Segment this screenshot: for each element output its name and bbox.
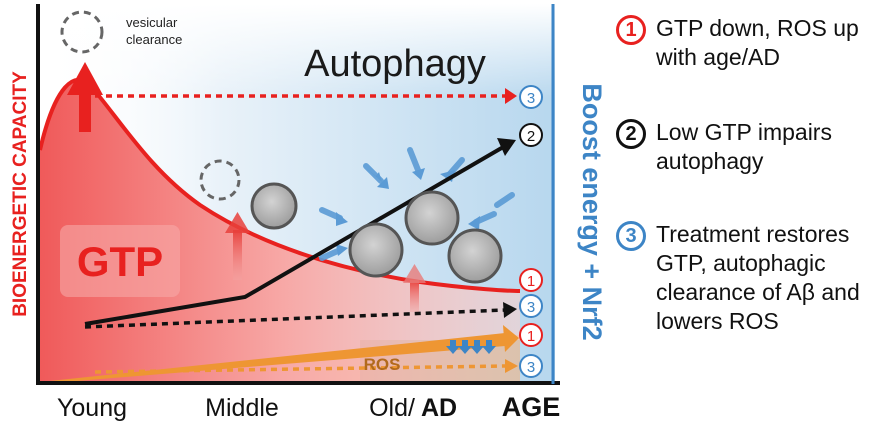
ros-label: ROS (364, 355, 401, 374)
lowered-ros-arrowhead (505, 359, 518, 373)
vesicle-icon (447, 228, 503, 284)
legend-item-1: 1 GTP down, ROS up with age/AD (616, 14, 876, 72)
vesicle-icon (404, 190, 460, 246)
x-tick-old: Old/ (369, 394, 415, 422)
bioenergetics-diagram: GTP vesicular clearance Autophagy (10, 4, 607, 422)
vesicle-icon (250, 182, 298, 230)
restored-autophagy-arrowhead (503, 302, 517, 318)
vesicle-dashed-icon (199, 159, 241, 201)
x-tick-ad: AD (421, 394, 457, 422)
y-axis-label: BIOENERGETIC CAPACITY (10, 71, 31, 317)
svg-text:3: 3 (527, 299, 535, 316)
middle-up-arrow-head (225, 212, 250, 233)
autophagy-arrowhead (497, 138, 516, 156)
legend-badge-1: 1 (616, 15, 646, 45)
svg-text:1: 1 (527, 273, 535, 290)
svg-text:3: 3 (527, 359, 535, 376)
marker-mid-3: 3 (519, 294, 543, 318)
vesicle-cleared-icon (60, 10, 104, 54)
right-axis-label: Boost energy + Nrf2 (577, 83, 607, 340)
x-axis-label: AGE (502, 392, 561, 422)
marker-top-3: 3 (519, 85, 543, 109)
restored-gtp-arrowhead (505, 88, 517, 104)
lowered-ros-line (94, 364, 506, 374)
marker-red-1: 1 (519, 268, 543, 292)
svg-text:1: 1 (527, 328, 535, 345)
blue-arrow-heads (336, 168, 480, 256)
marker-orange-1: 1 (519, 323, 543, 347)
vesicle-icon (348, 222, 404, 278)
marker-black-2: 2 (519, 123, 543, 147)
legend-text-2: Low GTP impairs autophagy (656, 119, 832, 174)
old-up-arrow-shaft (410, 280, 419, 312)
legend-text-3: Treatment restores GTP, autophagic clear… (656, 221, 860, 334)
vesicular-clearance-line1: vesicular (126, 15, 178, 30)
vesicular-clearance-line2: clearance (126, 32, 182, 47)
marker-bottom-3: 3 (519, 354, 543, 378)
x-tick-middle: Middle (205, 394, 279, 422)
gtp-label-box (60, 225, 180, 297)
legend-badge-2: 2 (616, 119, 646, 149)
gtp-area (40, 79, 520, 383)
svg-text:3: 3 (527, 90, 535, 107)
legend: 1 GTP down, ROS up with age/AD 2 Low GTP… (610, 0, 877, 424)
autophagy-title: Autophagy (304, 43, 486, 85)
legend-badge-3: 3 (616, 221, 646, 251)
ros-arrow-band (40, 333, 505, 384)
svg-text:2: 2 (527, 128, 535, 145)
old-up-arrow-head (403, 264, 426, 283)
gtp-label: GTP (77, 238, 163, 285)
legend-item-2: 2 Low GTP impairs autophagy (616, 118, 876, 176)
middle-up-arrow-shaft (233, 230, 242, 280)
ros-down-arrows (446, 340, 496, 354)
young-up-arrow-head (67, 62, 103, 95)
x-tick-young: Young (57, 394, 127, 422)
ros-arrowhead (503, 325, 519, 352)
young-up-arrow-shaft (79, 92, 91, 132)
legend-item-3: 3 Treatment restores GTP, autophagic cle… (616, 220, 876, 336)
restored-autophagy-line (84, 308, 506, 329)
legend-text-1: GTP down, ROS up with age/AD (656, 15, 859, 70)
